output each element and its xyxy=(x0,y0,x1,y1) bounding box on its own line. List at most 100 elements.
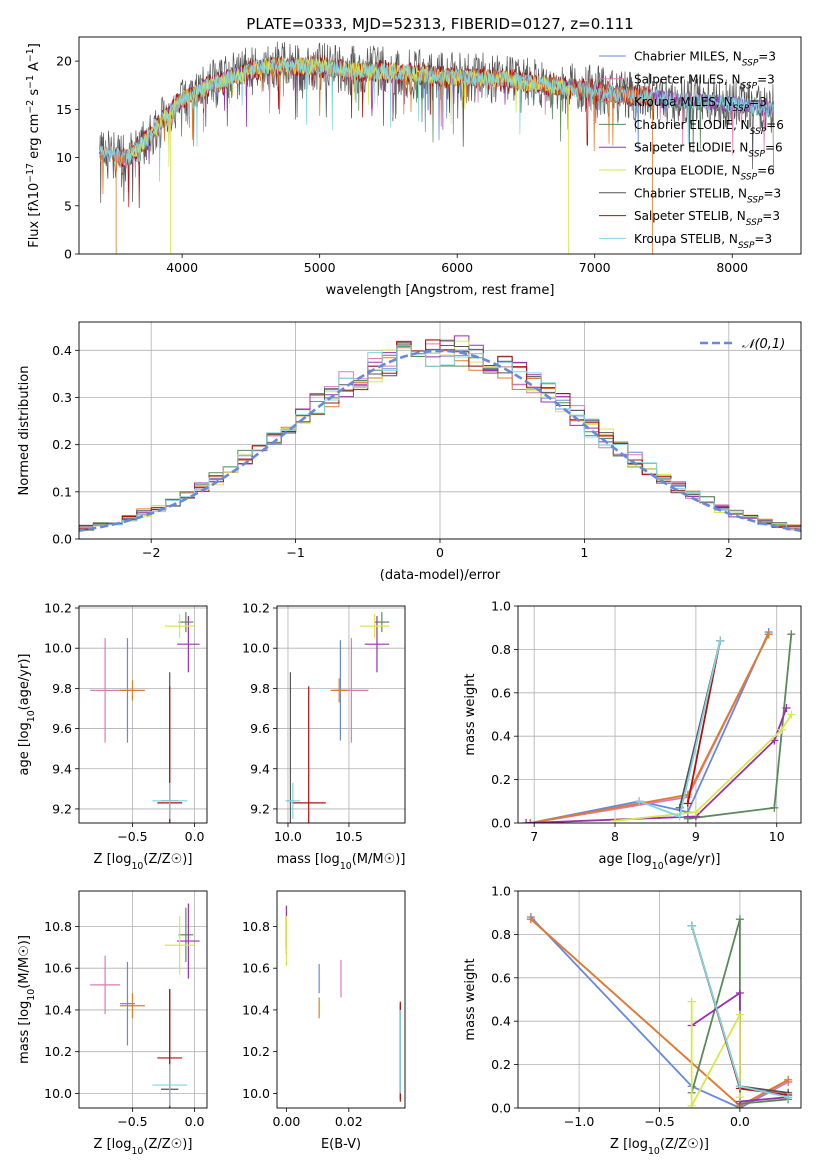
y-tick-label: 20 xyxy=(56,54,72,69)
panel-mass-vs-Z: −0.5 0.0 10.0 10.2 10.4 10.6 10.8 Z [log10(Z/Z☉… xyxy=(17,890,208,1157)
axes-frame xyxy=(78,36,802,255)
legend-label: Salpeter ELODIE, NSSP=6 xyxy=(634,141,783,160)
plot-area xyxy=(79,335,801,534)
y-tick-label: 9.8 xyxy=(250,681,270,696)
normal-reference-curve xyxy=(79,349,801,533)
y-axis-label: Normed distribution xyxy=(17,366,32,496)
x-tick-label: 0.02 xyxy=(335,1114,363,1129)
x-axis-label: wavelength [Angstrom, rest frame] xyxy=(326,283,555,298)
y-tick-label: 10.2 xyxy=(242,601,270,616)
y-tick-label: 9.8 xyxy=(52,681,72,696)
axes-frame xyxy=(517,605,802,824)
panel-spectrum: 4000 5000 6000 7000 8000 0 5 10 15 20 wavelength [… xyxy=(25,36,802,298)
x-tick-label: −0.5 xyxy=(117,829,147,844)
x-tick-label: 0.0 xyxy=(185,829,205,844)
plot-area xyxy=(99,41,774,254)
legend-label: Chabrier MILES, NSSP=3 xyxy=(634,50,776,69)
y-tick-label: 9.4 xyxy=(250,761,270,776)
y-tick-label: 1.0 xyxy=(491,599,511,614)
x-axis-label: Z [log10(Z/Z☉)] xyxy=(94,852,193,872)
x-tick-label: 4000 xyxy=(166,260,198,275)
plot-area xyxy=(285,612,390,823)
x-axis-label: E(B-V) xyxy=(321,1137,361,1152)
y-tick-label: 5 xyxy=(64,198,72,213)
plot-area xyxy=(285,905,401,1102)
y-axis-label: mass weight xyxy=(463,673,478,755)
weight-series-0 xyxy=(529,631,770,823)
y-tick-label: 9.2 xyxy=(52,801,72,816)
y-tick-label: 10.2 xyxy=(242,1044,270,1059)
y-tick-label: 10.4 xyxy=(44,1002,72,1017)
x-tick-label: 0 xyxy=(436,545,444,560)
x-tick-label: 7 xyxy=(530,829,538,844)
y-tick-label: 10.2 xyxy=(44,601,72,616)
panel-age-vs-mass: 10.0 10.5 9.2 9.4 9.6 9.8 10.0 10.2 mass [log10(… xyxy=(242,601,406,872)
axes-frame xyxy=(78,890,208,1109)
y-tick-label: 0.8 xyxy=(491,642,511,657)
y-tick-label: 10.0 xyxy=(242,641,270,656)
x-tick-label: −2 xyxy=(142,545,160,560)
y-axis-label: mass weight xyxy=(463,958,478,1040)
y-tick-label: 10.0 xyxy=(242,1086,270,1101)
y-tick-label: 0.0 xyxy=(491,1101,511,1116)
x-tick-label: −0.5 xyxy=(644,1114,674,1129)
x-tick-label: 0.0 xyxy=(730,1114,750,1129)
y-tick-label: 9.6 xyxy=(52,721,72,736)
y-tick-label: 0.4 xyxy=(491,1014,511,1029)
y-tick-label: 0.6 xyxy=(491,970,511,985)
y-tick-label: 10.8 xyxy=(44,919,72,934)
weight-series-2 xyxy=(529,633,770,823)
y-tick-label: 10.4 xyxy=(242,1002,270,1017)
figure-title: PLATE=0333, MJD=52313, FIBERID=0127, z=0… xyxy=(246,15,633,33)
weight-series-0 xyxy=(530,916,789,1108)
x-tick-label: 8 xyxy=(611,829,619,844)
x-tick-label: 2 xyxy=(725,545,733,560)
y-tick-label: 9.6 xyxy=(250,721,270,736)
axes-frame xyxy=(276,890,406,1109)
axes-frame xyxy=(78,605,208,824)
y-tick-label: 0.6 xyxy=(491,685,511,700)
y-tick-label: 10.0 xyxy=(44,641,72,656)
y-tick-label: 0.4 xyxy=(52,343,72,358)
y-tick-label: 0.4 xyxy=(491,729,511,744)
legend-label: Kroupa ELODIE, NSSP=6 xyxy=(634,164,775,183)
plot-area xyxy=(90,612,200,823)
y-tick-label: 0.2 xyxy=(52,437,72,452)
x-tick-label: 8000 xyxy=(716,260,748,275)
x-tick-label: −1 xyxy=(286,545,304,560)
legend-label: Kroupa STELIB, NSSP=3 xyxy=(634,232,772,251)
weight-series-4 xyxy=(526,707,788,823)
x-tick-label: −1.0 xyxy=(564,1114,594,1129)
x-tick-label: 10.5 xyxy=(335,829,363,844)
y-tick-label: 0.0 xyxy=(491,816,511,831)
y-tick-label: 9.2 xyxy=(250,801,270,816)
y-tick-label: 0.1 xyxy=(52,484,72,499)
axes-frame xyxy=(78,321,802,540)
legend: 𝒩(0,1) xyxy=(700,337,785,352)
y-axis-label: age [log10(age/yr)] xyxy=(17,654,37,776)
panel-age-vs-Z: −0.5 0.0 9.2 9.4 9.6 9.8 10.0 10.2 Z [log10(Z/Z☉… xyxy=(17,601,208,872)
weight-series-8 xyxy=(638,640,721,818)
y-tick-label: 0.2 xyxy=(491,1057,511,1072)
y-tick-label: 10.6 xyxy=(242,961,270,976)
y-tick-label: 1.0 xyxy=(491,884,511,899)
y-axis-label: mass [log10(M/M☉)] xyxy=(17,935,37,1064)
y-tick-label: 0.3 xyxy=(52,390,72,405)
y-tick-label: 10.8 xyxy=(242,919,270,934)
weight-series-1 xyxy=(529,633,770,823)
x-tick-label: 5000 xyxy=(304,260,336,275)
legend-label: Salpeter MILES, NSSP=3 xyxy=(634,72,775,91)
x-tick-label: 0.0 xyxy=(185,1114,205,1129)
panel-weight-vs-Z: −1.0 −0.5 0.0 0.0 0.2 0.4 0.6 0.8 1.0 Z [log10(Z/… xyxy=(463,884,802,1157)
legend: Chabrier MILES, NSSP=3 Salpeter MILES, NS… xyxy=(599,50,784,251)
x-axis-label: (data-model)/error xyxy=(380,568,501,583)
x-tick-label: 7000 xyxy=(579,260,611,275)
y-tick-label: 0 xyxy=(64,247,72,262)
axes-frame xyxy=(276,605,406,824)
y-tick-label: 9.4 xyxy=(52,761,72,776)
y-tick-label: 10.6 xyxy=(44,961,72,976)
x-axis-label: Z [log10(Z/Z☉)] xyxy=(94,1137,193,1157)
y-tick-label: 0.2 xyxy=(491,772,511,787)
